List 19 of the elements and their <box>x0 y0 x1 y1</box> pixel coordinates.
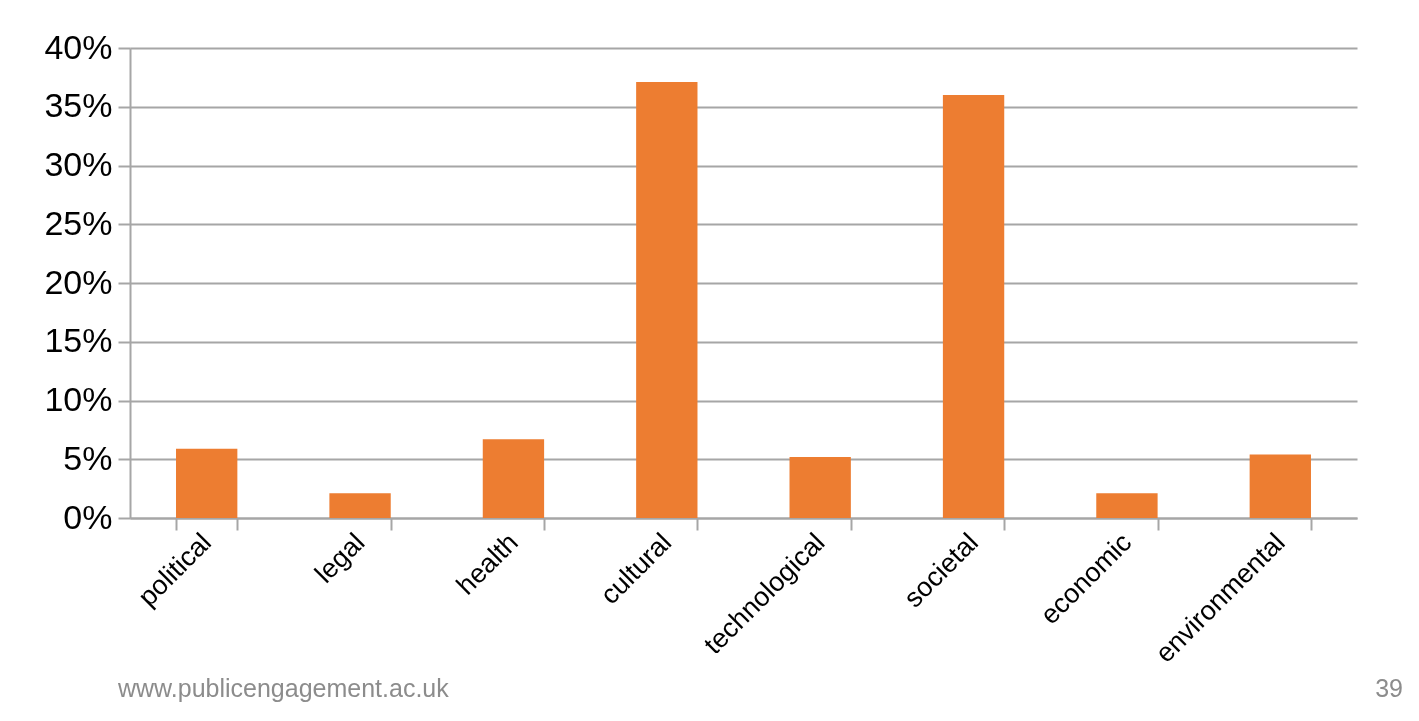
y-tick-label: 0% <box>63 497 113 536</box>
y-tick-label: 35% <box>44 86 113 125</box>
text: www.publicengagement.ac.uk <box>118 674 449 703</box>
bar <box>789 456 851 518</box>
y-tick-label: 15% <box>44 321 113 360</box>
bar <box>636 82 698 518</box>
bar <box>1096 493 1158 518</box>
y-tick-label: 20% <box>44 262 113 301</box>
bar <box>482 439 545 518</box>
y-tick-label: 30% <box>44 145 113 183</box>
y-tick-label: 40% <box>44 27 113 66</box>
bar <box>942 95 1005 518</box>
bar <box>1249 454 1311 518</box>
bar <box>176 448 238 518</box>
y-tick-label: 25% <box>44 203 113 242</box>
bar <box>329 493 391 518</box>
y-tick-label: 10% <box>44 380 113 418</box>
y-tick-label: 5% <box>63 438 113 477</box>
text: 39 <box>1375 674 1403 703</box>
